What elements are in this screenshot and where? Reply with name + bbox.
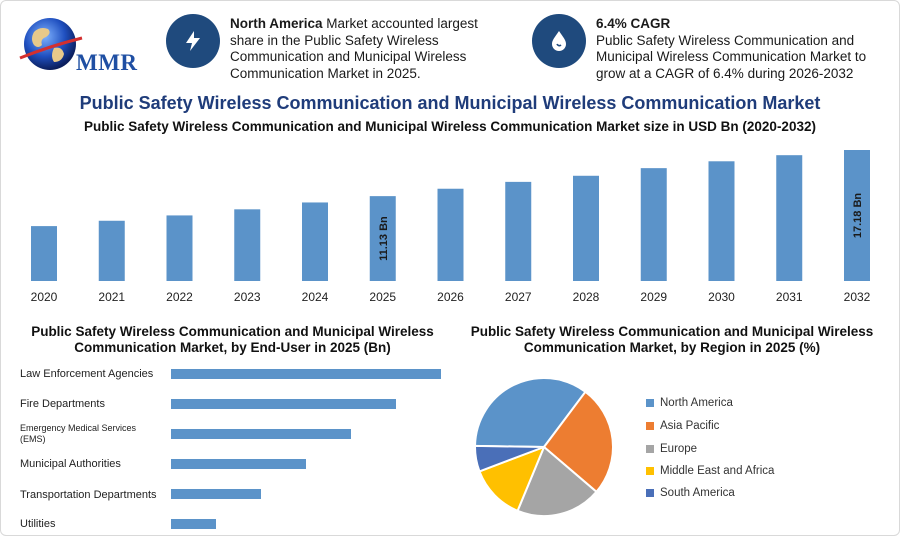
hbar-label-4: Transportation Departments bbox=[20, 489, 157, 501]
pie-slice-0 bbox=[473, 377, 587, 449]
hbar-label-2: Emergency Medical Services (EMS) bbox=[20, 423, 137, 444]
hbar-label-3: Municipal Authorities bbox=[20, 458, 121, 470]
x-tick-2028: 2028 bbox=[573, 290, 600, 304]
x-tick-2032: 2032 bbox=[844, 290, 871, 304]
highlight-cagr: 6.4% CAGR Public Safety Wireless Communi… bbox=[596, 16, 891, 82]
hbar-5 bbox=[171, 519, 216, 529]
legend-label-4: South America bbox=[660, 487, 735, 499]
x-tick-2021: 2021 bbox=[98, 290, 125, 304]
hbar-label-1: Fire Departments bbox=[20, 398, 105, 410]
highlight-north-america: North America Market accounted largest s… bbox=[230, 16, 510, 82]
x-tick-2029: 2029 bbox=[640, 290, 667, 304]
bar-2029 bbox=[640, 168, 667, 281]
pie-slice-1 bbox=[542, 390, 614, 494]
pie-slice-4 bbox=[474, 444, 545, 473]
hbar-0 bbox=[171, 369, 441, 379]
drop-icon bbox=[532, 14, 586, 68]
x-tick-2026: 2026 bbox=[437, 290, 464, 304]
bar-2021 bbox=[98, 220, 125, 281]
bar-2032 bbox=[844, 150, 870, 281]
x-tick-2022: 2022 bbox=[166, 290, 193, 304]
mmr-logo: MMR bbox=[14, 14, 144, 78]
data-label-2025: 11.13 Bn bbox=[378, 216, 390, 261]
highlight-1-bold: North America bbox=[230, 16, 323, 31]
globe-icon bbox=[19, 18, 83, 70]
lightning-icon bbox=[166, 14, 220, 68]
legend-swatch-1 bbox=[646, 422, 654, 430]
bar-2030 bbox=[708, 161, 735, 281]
legend-label-0: North America bbox=[660, 397, 733, 409]
bar-2027 bbox=[505, 181, 532, 281]
bar-2020 bbox=[31, 226, 57, 281]
legend-label-1: Asia Pacific bbox=[660, 420, 720, 432]
logo-text: MMR bbox=[76, 50, 138, 75]
bar-2022 bbox=[166, 215, 193, 281]
legend-swatch-2 bbox=[646, 445, 654, 453]
pie-slice-3 bbox=[478, 445, 546, 513]
x-tick-2025: 2025 bbox=[369, 290, 396, 304]
hbar-1 bbox=[171, 399, 396, 409]
x-tick-2030: 2030 bbox=[708, 290, 735, 304]
legend-label-3: Middle East and Africa bbox=[660, 465, 775, 477]
legend-swatch-4 bbox=[646, 489, 654, 497]
bar-2025 bbox=[369, 196, 396, 281]
bar-2026 bbox=[437, 188, 464, 281]
hbar-label-5: Utilities bbox=[20, 518, 56, 530]
legend-swatch-3 bbox=[646, 467, 654, 475]
bar-2023 bbox=[234, 209, 261, 281]
bar-2028 bbox=[573, 175, 599, 281]
page-title: Public Safety Wireless Communication and… bbox=[79, 93, 821, 113]
highlight-2-bold: 6.4% CAGR bbox=[596, 16, 671, 31]
legend-label-2: Europe bbox=[660, 443, 698, 455]
x-tick-2020: 2020 bbox=[31, 290, 58, 304]
data-label-2032: 17.18 Bn bbox=[852, 193, 864, 239]
end-user-chart-title: Public Safety Wireless Communication and… bbox=[31, 324, 434, 355]
hbar-4 bbox=[171, 489, 261, 499]
highlight-2-text: Public Safety Wireless Communication and… bbox=[596, 32, 867, 81]
hbar-2 bbox=[171, 429, 351, 439]
bar-chart-title: Public Safety Wireless Communication and… bbox=[84, 119, 816, 134]
x-tick-2027: 2027 bbox=[505, 290, 532, 304]
x-tick-2031: 2031 bbox=[776, 290, 803, 304]
hbar-label-0: Law Enforcement Agencies bbox=[20, 368, 154, 380]
region-chart-title: Public Safety Wireless Communication and… bbox=[470, 324, 874, 355]
bar-2024 bbox=[302, 202, 328, 281]
bar-2031 bbox=[776, 155, 803, 281]
x-tick-2024: 2024 bbox=[302, 290, 329, 304]
hbar-3 bbox=[171, 459, 306, 469]
highlight-1-text: Market accounted largest share in the Pu… bbox=[230, 16, 478, 81]
legend-swatch-0 bbox=[646, 399, 654, 407]
x-tick-2023: 2023 bbox=[234, 290, 261, 304]
